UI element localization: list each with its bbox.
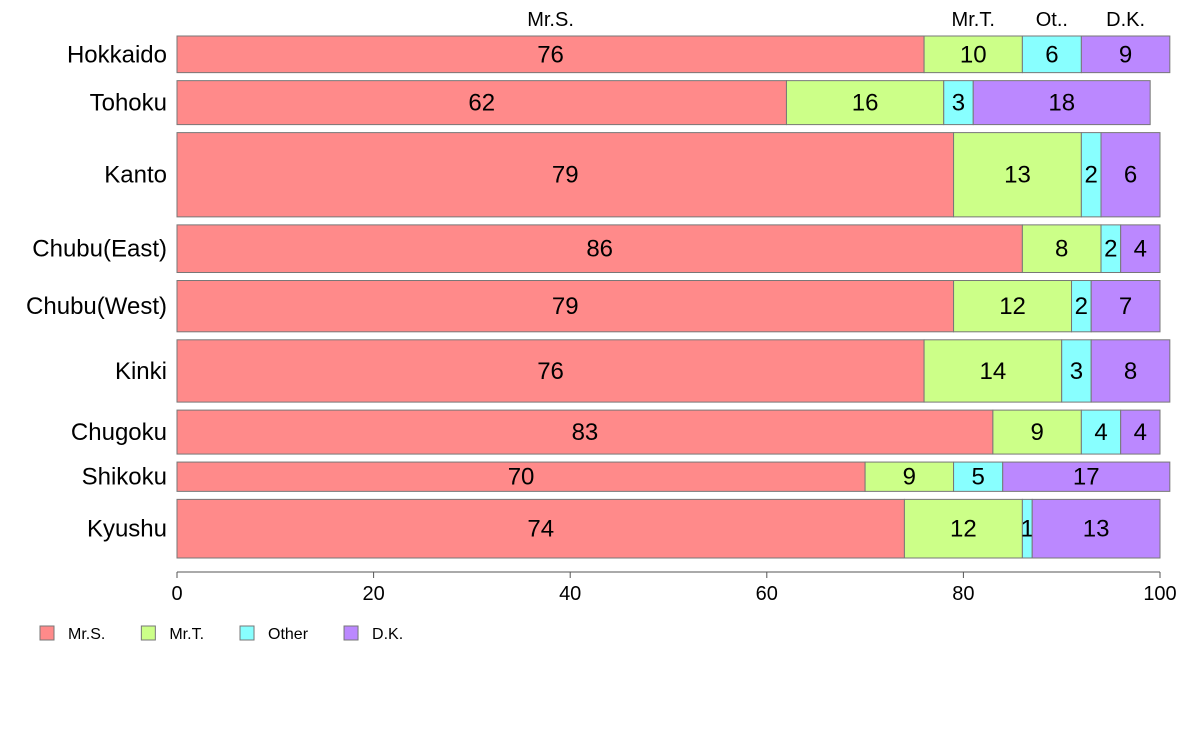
data-label: 9 xyxy=(1030,419,1043,446)
legend-swatch xyxy=(140,625,156,641)
data-label: 12 xyxy=(999,293,1026,320)
data-label: 3 xyxy=(952,90,965,117)
data-label: 7 xyxy=(1119,293,1132,320)
bar-segment xyxy=(176,409,994,455)
x-tick-label: 100 xyxy=(1143,583,1176,605)
x-tick-label: 60 xyxy=(756,583,778,605)
data-label: 6 xyxy=(1045,41,1058,68)
data-label: 4 xyxy=(1094,419,1107,446)
bar-segment xyxy=(1021,224,1102,274)
legend-label: Other xyxy=(268,626,309,643)
category-label: Kanto xyxy=(104,162,167,189)
data-label: 3 xyxy=(1070,358,1083,385)
data-label: 8 xyxy=(1124,358,1137,385)
bar-segment xyxy=(923,339,1063,403)
category-label: Tohoku xyxy=(90,90,167,117)
category-label: Chubu(West) xyxy=(26,293,167,320)
series-top-label: D.K. xyxy=(1106,9,1145,31)
bar-segment xyxy=(176,35,925,74)
bar-segment xyxy=(1031,498,1161,559)
bar-segment xyxy=(1080,35,1171,74)
legend-swatch xyxy=(343,625,359,641)
data-label: 16 xyxy=(852,90,879,117)
x-tick-label: 80 xyxy=(952,583,974,605)
x-tick-label: 20 xyxy=(362,583,384,605)
legend-label: Mr.T. xyxy=(169,626,204,643)
data-label: 74 xyxy=(527,516,554,543)
category-label: Kyushu xyxy=(87,516,167,543)
bar-segment xyxy=(943,80,974,126)
series-top-label: Ot.. xyxy=(1036,9,1068,31)
category-label: Kinki xyxy=(115,358,167,385)
bar-segment xyxy=(1021,35,1082,74)
data-label: 8 xyxy=(1055,236,1068,263)
x-tick-label: 0 xyxy=(171,583,182,605)
x-tick-label: 40 xyxy=(559,583,581,605)
data-label: 62 xyxy=(468,90,495,117)
data-label: 83 xyxy=(572,419,599,446)
bar-segment xyxy=(1090,339,1171,403)
data-label: 9 xyxy=(903,464,916,491)
bar-segment xyxy=(1120,409,1161,455)
data-label: 13 xyxy=(1083,516,1110,543)
bar-segment xyxy=(1120,224,1161,274)
data-label: 12 xyxy=(950,516,977,543)
data-label: 79 xyxy=(552,293,579,320)
data-label: 13 xyxy=(1004,162,1031,189)
bar-segment xyxy=(176,80,787,126)
legend-swatch xyxy=(39,625,55,641)
data-label: 4 xyxy=(1134,419,1147,446)
data-label: 1 xyxy=(1021,516,1034,543)
data-label: 4 xyxy=(1134,236,1147,263)
bar-segment xyxy=(923,35,1023,74)
data-label: 86 xyxy=(586,236,613,263)
bar-segment xyxy=(176,339,925,403)
data-label: 79 xyxy=(552,162,579,189)
data-label: 70 xyxy=(508,464,535,491)
data-label: 5 xyxy=(971,464,984,491)
data-label: 9 xyxy=(1119,41,1132,68)
data-label: 2 xyxy=(1085,162,1098,189)
data-label: 18 xyxy=(1048,90,1075,117)
bar-segment xyxy=(972,80,1151,126)
bar-segment xyxy=(903,498,1023,559)
bar-segment xyxy=(1090,280,1161,333)
bar-segment xyxy=(176,498,905,559)
data-label: 6 xyxy=(1124,162,1137,189)
data-label: 14 xyxy=(980,358,1007,385)
category-label: Chubu(East) xyxy=(32,236,167,263)
bar-segment xyxy=(992,409,1082,455)
data-label: 2 xyxy=(1104,236,1117,263)
series-top-label: Mr.S. xyxy=(527,9,574,31)
category-label: Hokkaido xyxy=(67,41,167,68)
data-label: 2 xyxy=(1075,293,1088,320)
bar-segment xyxy=(864,461,955,492)
bar-segment xyxy=(176,224,1023,274)
bar-segment xyxy=(1080,409,1122,455)
bar-segment xyxy=(953,132,1082,218)
series-top-label: Mr.T. xyxy=(952,9,995,31)
bar-segment xyxy=(176,461,866,492)
bar-segment xyxy=(1002,461,1171,492)
data-label: 10 xyxy=(960,41,987,68)
data-label: 76 xyxy=(537,41,564,68)
category-label: Chugoku xyxy=(71,419,167,446)
bar-segment xyxy=(785,80,945,126)
data-label: 76 xyxy=(537,358,564,385)
bar-segment xyxy=(176,132,955,218)
category-label: Shikoku xyxy=(82,464,167,491)
legend-label: Mr.S. xyxy=(68,626,105,643)
data-label: 17 xyxy=(1073,464,1100,491)
bar-segment xyxy=(1100,132,1161,218)
legend-label: D.K. xyxy=(372,626,403,643)
legend-swatch xyxy=(239,625,255,641)
